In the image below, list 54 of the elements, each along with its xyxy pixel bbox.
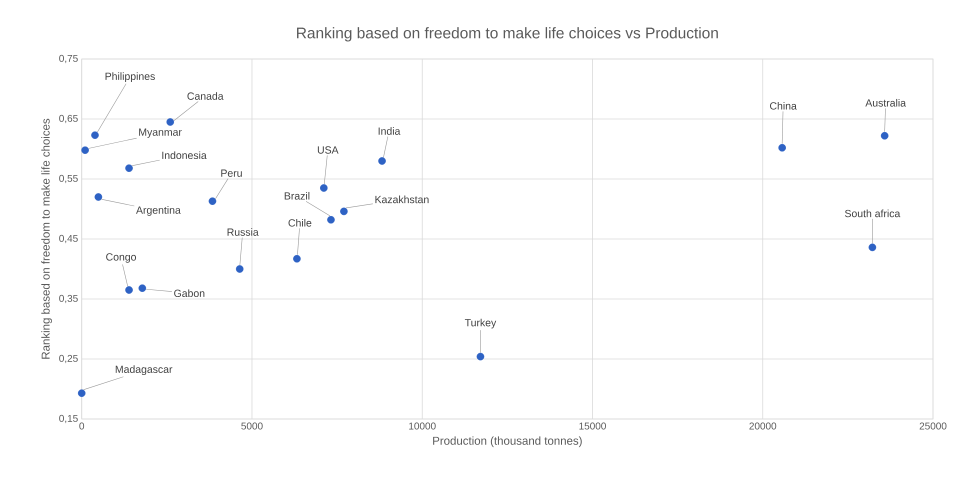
chart-title: Ranking based on freedom to make life choices vs Production bbox=[297, 27, 718, 42]
x-tick-label: 0 bbox=[79, 422, 84, 430]
annotation: USA bbox=[318, 146, 339, 154]
y-tick-label: 0,65 bbox=[59, 114, 78, 124]
point bbox=[340, 208, 348, 216]
annotation: Myanmar bbox=[139, 128, 182, 138]
point bbox=[880, 132, 888, 140]
annotation: Kazakhstan bbox=[375, 196, 429, 204]
point bbox=[293, 254, 301, 263]
point bbox=[138, 284, 146, 292]
y-tick-label: 0,15 bbox=[59, 414, 78, 424]
annotation: South africa bbox=[844, 210, 900, 218]
annotation: Indonesia bbox=[162, 151, 207, 160]
y-tick-label: 0,75 bbox=[59, 54, 78, 64]
y-tick-label: 0,35 bbox=[59, 294, 78, 304]
point bbox=[208, 197, 216, 205]
point bbox=[78, 389, 86, 397]
annotation: Turkey bbox=[464, 318, 496, 328]
point bbox=[327, 216, 335, 224]
annotation: Brazil bbox=[284, 192, 310, 200]
annotation: Madagascar bbox=[116, 365, 172, 376]
annotation: Congo bbox=[106, 253, 136, 263]
annotation: Russia bbox=[228, 228, 259, 236]
point bbox=[320, 184, 328, 192]
annotation: Canada bbox=[187, 92, 224, 100]
x-tick-label: 20000 bbox=[749, 422, 776, 430]
annotation: Argentina bbox=[136, 206, 181, 216]
point bbox=[778, 144, 786, 152]
point bbox=[868, 244, 876, 252]
x-tick-label: 15000 bbox=[579, 422, 606, 430]
point bbox=[81, 146, 89, 154]
y-tick-label: 0,25 bbox=[59, 354, 78, 364]
point bbox=[166, 118, 174, 126]
point bbox=[378, 157, 386, 165]
x-tick-label: 10000 bbox=[409, 422, 436, 430]
annotation: Australia bbox=[865, 98, 906, 107]
y-tick-label: 0,55 bbox=[59, 174, 78, 184]
annotation: China bbox=[770, 102, 797, 110]
point bbox=[125, 286, 133, 294]
annotation: Gabon bbox=[174, 289, 204, 298]
annotation: Peru bbox=[221, 170, 242, 177]
x-tick-label: 25000 bbox=[920, 422, 946, 430]
point bbox=[94, 193, 102, 201]
point bbox=[125, 164, 133, 172]
x-tick-label: 5000 bbox=[241, 422, 263, 430]
point bbox=[91, 131, 99, 139]
annotation: Philippines bbox=[106, 72, 155, 82]
y-axis-title: Ranking based on freedom to make life choices bbox=[41, 118, 52, 359]
point bbox=[236, 265, 244, 273]
point bbox=[476, 352, 484, 360]
annotation: India bbox=[378, 127, 400, 135]
annotation: Chile bbox=[288, 218, 312, 227]
x-axis-title: Production (thousand tonnes) bbox=[433, 436, 582, 448]
y-tick-label: 0,45 bbox=[59, 234, 78, 244]
